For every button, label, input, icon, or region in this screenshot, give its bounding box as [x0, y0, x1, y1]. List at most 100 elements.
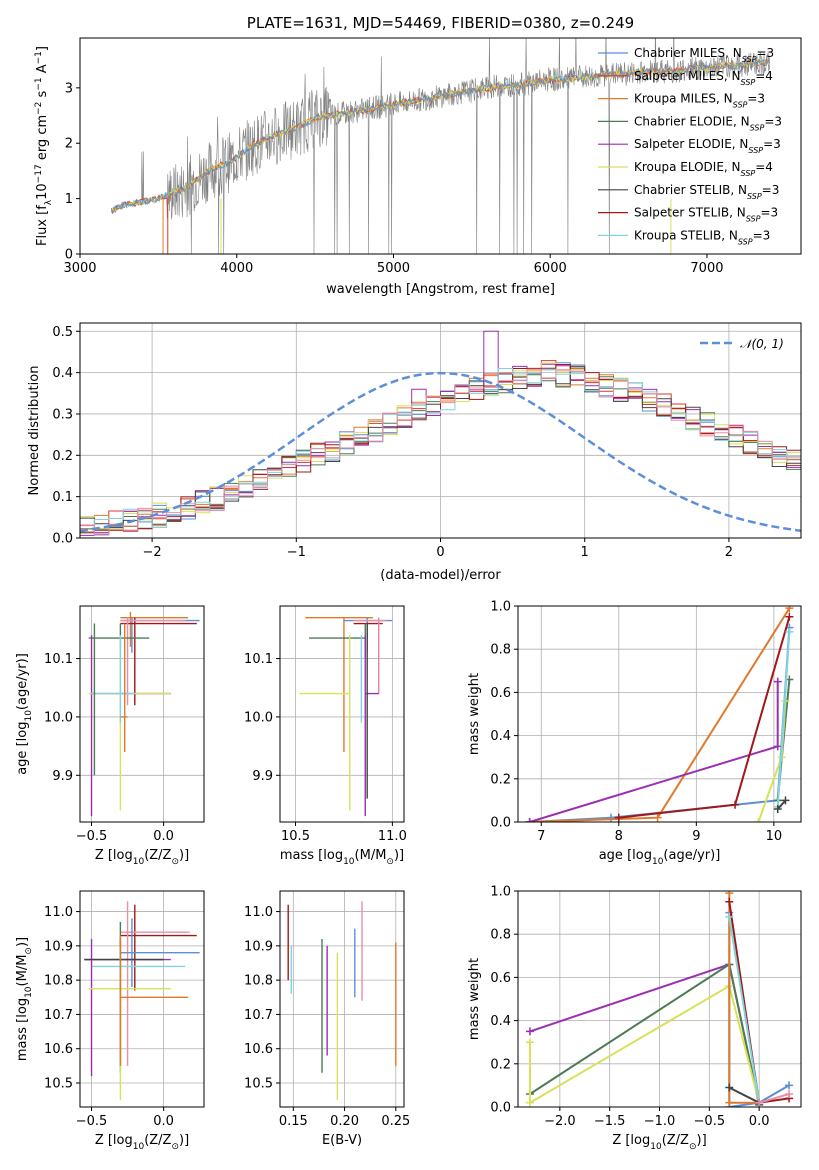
weight_age-axes: 7 8 9 10 0.0 0.2 0.4 0.6 0.8 1.0 age [log10(age/yr…	[467, 600, 802, 867]
y-axis-label: Flux [fλ10−17 erg cm−2 s−1 A−1]	[34, 46, 54, 246]
weight_Z-plot-area	[525, 891, 794, 1107]
errorbar-point	[299, 635, 351, 811]
errorbar-point	[84, 939, 164, 1066]
x-tick-label: 10	[766, 829, 783, 844]
y-tick-label: 0.2	[52, 449, 73, 464]
mass_ebv-axes: 0.15 0.20 0.25 10.5 10.6 10.7 10.8 10.9 11.0 E(B-…	[244, 890, 410, 1148]
x-tick-label: 2	[725, 545, 733, 560]
x-tick-label: 0.20	[330, 1114, 359, 1129]
x-tick-label: −1	[287, 545, 306, 560]
y-tick-label: 10.0	[44, 710, 73, 725]
weight_age-plot-area	[525, 606, 794, 822]
plus-marker	[785, 1081, 794, 1090]
plus-marker	[525, 1027, 534, 1036]
plus-marker	[725, 912, 734, 921]
legend-entry: 𝒩(0, 1)	[740, 337, 784, 351]
residuals-plot-area	[80, 330, 801, 536]
x-tick-label: 0.0	[153, 829, 174, 844]
plus-marker	[614, 813, 623, 822]
plus-marker	[773, 742, 782, 751]
x-tick-label: 0	[436, 545, 444, 560]
errorbar-point	[309, 623, 366, 659]
errorbar-point	[305, 616, 373, 752]
x-axis-label: wavelength [Angstrom, rest frame]	[326, 282, 555, 297]
y-tick-label: 10.9	[44, 939, 73, 954]
y-tick-label: 10.8	[44, 974, 73, 989]
y-tick-label: 10.5	[44, 1077, 73, 1092]
plus-marker	[607, 813, 616, 822]
mass-weight-series	[728, 916, 761, 1103]
errorbar-point	[120, 623, 128, 752]
axes-frame	[279, 605, 405, 823]
x-tick-label: 6000	[534, 261, 567, 276]
model-spectrum-line	[110, 58, 771, 215]
y-tick-label: 0.0	[490, 816, 511, 831]
weight_Z-axes: −2.0 −1.5 −1.0 −0.5 0.0 0.0 0.2 0.4 0.6 0.8 1.0 Z […	[467, 885, 802, 1152]
y-tick-label: 10.6	[244, 1042, 273, 1057]
y-tick-label: 10.1	[44, 652, 73, 667]
x-tick-label: 8	[615, 829, 623, 844]
mass-weight-series	[776, 799, 787, 810]
mass_Z-axes: −0.5 0.0 10.5 10.6 10.7 10.8 10.9 11.0 Z [log10(…	[15, 890, 205, 1152]
errorbar-point	[88, 623, 150, 647]
x-tick-label: −2.0	[544, 1114, 576, 1129]
y-tick-label: 1.0	[490, 600, 511, 615]
mass-weight-series	[529, 607, 791, 822]
y-tick-label: 9.9	[52, 769, 73, 784]
errorbar-point	[120, 617, 186, 706]
y-tick-label: 0.2	[490, 1057, 511, 1072]
x-tick-label: 0.0	[749, 1114, 770, 1129]
spectrum-legend: Chabrier MILES, NSSP=3 Salpeter MILES, NS…	[598, 46, 782, 246]
plus-marker	[755, 1098, 764, 1107]
x-tick-label: −1.5	[594, 1114, 626, 1129]
mass_Z-plot-area	[84, 901, 200, 1101]
mass-weight-series	[529, 681, 779, 822]
x-axis-label: Z [log10(Z/Z⊙)]	[95, 1133, 189, 1152]
plus-marker	[754, 818, 763, 822]
axes-frame	[517, 890, 802, 1108]
x-axis-label: (data-model)/error	[380, 568, 501, 583]
axes-frame	[79, 322, 802, 539]
axes-frame	[79, 890, 205, 1108]
y-tick-label: 0.0	[490, 1101, 511, 1116]
legend-entry: Chabrier ELODIE, NSSP=3	[634, 114, 782, 131]
x-tick-label: −0.5	[76, 829, 108, 844]
x-axis-label: E(B-V)	[322, 1133, 362, 1148]
residual-histogram-step	[80, 368, 801, 536]
errorbar-point	[120, 918, 200, 987]
y-axis-label: mass weight	[467, 673, 482, 755]
residual-histogram-step	[80, 368, 801, 530]
legend-entry: Chabrier STELIB, NSSP=3	[634, 183, 779, 201]
y-axis-label: age [log10(age/yr)]	[15, 653, 34, 775]
plus-marker	[725, 1083, 734, 1092]
x-tick-label: 3000	[63, 261, 96, 276]
residual-histogram-step	[80, 364, 801, 532]
plus-marker	[725, 1098, 734, 1107]
y-tick-label: 0	[65, 248, 73, 263]
x-tick-label: 0.15	[279, 1114, 308, 1129]
observed-spectrum-line	[111, 38, 770, 254]
y-tick-label: 10.0	[244, 710, 273, 725]
plus-marker	[731, 800, 740, 809]
errorbar-point	[91, 635, 135, 723]
axes-frame	[517, 605, 802, 823]
y-axis-label: mass weight	[467, 958, 482, 1040]
x-tick-label: 10.5	[281, 829, 310, 844]
y-tick-label: 10.1	[244, 652, 273, 667]
errorbar-point	[120, 904, 197, 991]
errorbar-point	[88, 635, 171, 811]
y-tick-label: 2	[65, 137, 73, 152]
y-tick-label: 10.8	[244, 974, 273, 989]
y-tick-label: 1	[65, 192, 73, 207]
y-tick-label: 0.0	[52, 532, 73, 547]
x-tick-label: −1.0	[644, 1114, 676, 1129]
plus-marker	[781, 796, 790, 805]
plus-marker	[725, 891, 734, 898]
axes-frame	[79, 605, 205, 823]
y-tick-label: 0.8	[490, 928, 511, 943]
mass_ebv-plot-area	[287, 901, 397, 1101]
x-tick-label: −2	[143, 545, 162, 560]
x-axis-label: age [log10(age/yr)]	[599, 848, 721, 867]
legend-entry: Salpeter ELODIE, NSSP=3	[634, 137, 781, 155]
